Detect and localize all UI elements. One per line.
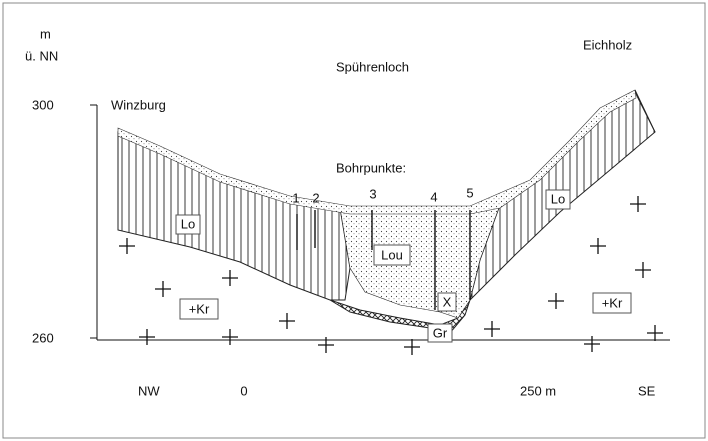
elevation-label: 300 xyxy=(32,97,54,112)
boreholes xyxy=(296,210,471,310)
unit-label: Lo xyxy=(551,191,565,206)
borehole-label: 1 xyxy=(292,190,299,205)
unit-label: X xyxy=(443,294,452,309)
label-box xyxy=(373,244,411,266)
label-box xyxy=(427,323,453,343)
unit-label: +Kr xyxy=(602,295,623,310)
unit-label: Lou xyxy=(381,247,403,262)
borehole-label: 3 xyxy=(369,186,376,201)
slope-edge xyxy=(634,89,656,133)
boreholes-title: Bohrpunkte: xyxy=(336,160,406,175)
label-box xyxy=(179,298,219,320)
distance-label: 250 m xyxy=(520,383,556,398)
datum-label: ü. NN xyxy=(25,48,58,63)
elevation-label: 260 xyxy=(32,330,54,345)
label-box xyxy=(437,292,457,312)
direction-label: NW xyxy=(138,383,160,398)
place-label: Spührenloch xyxy=(336,59,409,74)
borehole-label: 4 xyxy=(430,189,437,204)
surface-layer xyxy=(117,89,637,215)
granite-symbols xyxy=(119,196,663,355)
label-box xyxy=(592,292,632,314)
direction-label: SE xyxy=(638,383,656,398)
unit-label: Gr xyxy=(433,325,448,340)
distance-label: 0 xyxy=(240,383,247,398)
borehole-label: 2 xyxy=(312,190,319,205)
unit-label: +Kr xyxy=(189,301,210,316)
label-box xyxy=(175,214,201,235)
unit-label: Lo xyxy=(181,216,195,231)
place-label: Winzburg xyxy=(111,97,166,112)
label-box xyxy=(545,189,571,210)
borehole-label: 5 xyxy=(466,185,473,200)
place-label: Eichholz xyxy=(583,37,632,52)
unit-label: m xyxy=(40,26,51,41)
